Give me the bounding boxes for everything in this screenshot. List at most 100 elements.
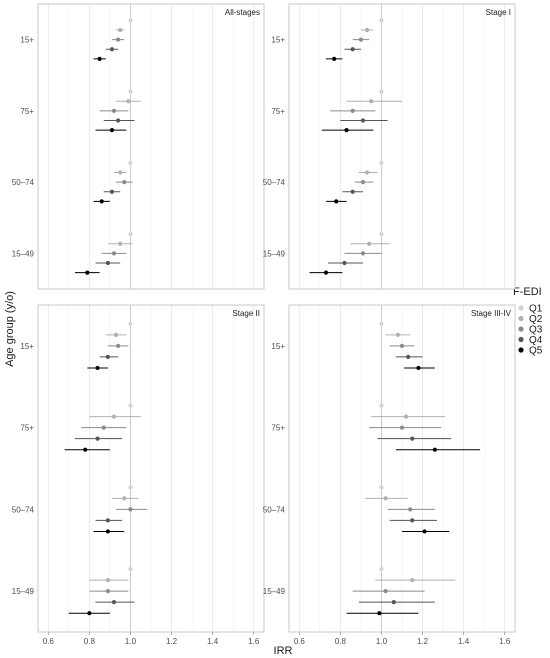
panel-stage-ii-group-75-q5-point (83, 447, 88, 452)
panel-stage-ii-group-15-49-q5-point (87, 611, 92, 616)
panel-stage-iii-iv-y-tick-label: 75+ (271, 424, 285, 433)
panel-stage-ii-group-15-49-q1-point (128, 566, 133, 572)
x-axis-title: IRR (274, 645, 293, 657)
panel-stage-iii-iv-y-tick-label: 15+ (271, 342, 285, 351)
panel-all-stages-group-75-q4-point (116, 118, 121, 123)
panel-all-stages-group-75-q3-point (111, 108, 117, 113)
panel-stage-iii-iv-group-15-q5-point (416, 365, 421, 371)
legend-label-q3: Q3 (529, 325, 543, 336)
panel-stage-iii-iv-group-50-74-q1-point (379, 485, 384, 490)
panel-stage-iii-iv-group-15-49-q4-point (391, 600, 396, 605)
panel-stage-ii-group-50-74-q4-point (105, 518, 110, 523)
panel-stage-i-border (288, 3, 516, 290)
panel-all-stages-group-15-49-q2-point (118, 241, 123, 246)
panel-all-stages-group-15-49-q4-point (105, 260, 110, 266)
panel-all-stages-y-tick-label: 15–49 (12, 249, 35, 258)
panel-all-stages-y-tick-label: 50–74 (12, 178, 35, 187)
panel-stage-iii-iv: 15+ 75+ 50–74 15–49 Stage III-IV 0.6 0.8 1.0 1.2… (263, 304, 516, 646)
panel-stage-ii-group-75-q4-point (95, 436, 100, 441)
panel-stage-ii-group-50-74-q1-point (128, 485, 133, 490)
panel-stage-ii-group-50-74-q5-point (105, 529, 110, 534)
panel-all-stages-group-15-49-q5-point (85, 270, 90, 275)
panel-stage-i-group-50-74-q2-point (364, 170, 370, 175)
panel-stage-ii: 15+ 75+ 50–74 15–49 Stage II 0.6 0.8 1.0 1.2 1.4 1… (12, 304, 265, 646)
panel-stage-ii-group-15-49-q4-point (111, 600, 117, 605)
panel-stage-iii-iv-group-50-74-q3-point (408, 507, 413, 512)
panel-all-stages-group-75-q1-point (128, 89, 133, 94)
panel-stage-iii-iv-group-15-q1-point (379, 321, 384, 326)
panel-stage-ii-group-75-q3-point (101, 425, 106, 430)
legend-label-q4: Q4 (529, 335, 543, 346)
panel-all-stages-group-15-q5-point (97, 56, 102, 61)
panel-stage-ii-x-tick-label: 1.4 (207, 637, 219, 646)
panel-stage-ii-group-15 (87, 321, 133, 371)
panel-stage-i-group-75-q3-point (350, 108, 355, 113)
panel-stage-ii-group-15-q2-point (113, 332, 119, 337)
panel-stage-ii-group-15-q4-point (105, 354, 110, 360)
panel-stage-i-y-tick-label: 15–49 (263, 249, 286, 258)
panel-stage-iii-iv-x-tick-label: 1.4 (458, 637, 470, 646)
panel-stage-i-group-15-49-q3-point (360, 251, 366, 256)
panel-stage-iii-iv-group-75-q2-point (404, 414, 409, 419)
panel-stage-ii-group-75 (64, 403, 141, 452)
legend-label-q2: Q2 (529, 314, 543, 325)
panel-all-stages-title: All-stages (225, 8, 260, 17)
panel-stage-ii-group-15-q5-point (95, 365, 100, 371)
panel-stage-i-y-tick-label: 50–74 (263, 178, 286, 187)
panel-all-stages-group-75-q2-point (126, 99, 131, 104)
panel-stage-ii-y-tick-label: 15–49 (12, 587, 35, 596)
panel-stage-iii-iv-group-15-49 (346, 566, 456, 616)
panel-stage-iii-iv-y-tick-label: 50–74 (263, 505, 286, 514)
panel-stage-iii-iv-x-tick-label: 0.8 (335, 637, 347, 646)
panel-stage-iii-iv-group-50-74-q4-point (410, 518, 415, 523)
panel-stage-i-group-50-74-q5-point (334, 199, 339, 204)
panel-stage-iii-iv-group-50-74 (365, 485, 450, 534)
panel-stage-ii-group-15-49-q2-point (105, 577, 110, 583)
panel-all-stages-group-50-74-q5-point (99, 199, 104, 204)
panel-all-stages-group-75-q5-point (109, 128, 115, 133)
panel-all-stages-group-15-q1-point (128, 18, 133, 23)
panel-stage-iii-iv-group-15-49-q1-point (379, 566, 384, 572)
y-axis-title: Age group (y/o) (4, 291, 16, 367)
legend-swatch-q4 (518, 336, 524, 343)
panel-all-stages-group-15-q3-point (116, 37, 121, 42)
panel-stage-ii-x-tick-label: 1.2 (166, 637, 178, 646)
panel-all-stages-group-15 (93, 18, 133, 61)
panel-stage-ii-title: Stage II (232, 309, 260, 318)
panel-stage-iii-iv-group-15-q3-point (399, 343, 405, 348)
panel-stage-i-title: Stage I (486, 8, 511, 17)
panel-stage-ii-x-tick-label: 1.6 (248, 637, 260, 646)
panel-all-stages-group-50-74-q4-point (109, 189, 115, 194)
panel-stage-iii-iv-group-15-49-q2-point (410, 577, 415, 583)
panel-stage-iii-iv-border (288, 304, 516, 633)
panel-stage-ii-x-tick-label: 0.8 (84, 637, 96, 646)
panel-stage-i-group-75-q5-point (344, 128, 349, 133)
legend-swatch-q3 (518, 326, 524, 332)
panel-stage-ii-group-75-q2-point (111, 414, 117, 419)
panel-stage-ii-group-50-74-q3-point (128, 507, 133, 512)
panel-stage-i-group-15-49-q1-point (379, 232, 384, 237)
panel-stage-ii-group-15-q1-point (128, 321, 133, 326)
panel-stage-ii-y-tick-label: 50–74 (12, 505, 35, 514)
panel-stage-iii-iv-x-tick-label: 1.6 (499, 637, 511, 646)
panel-stage-i-y-tick-label: 15+ (271, 36, 285, 45)
panel-stage-iii-iv-group-75-q3-point (399, 425, 405, 430)
panel-stage-iii-iv-title: Stage III-IV (471, 309, 512, 318)
panel-stage-iii-iv-x-tick-label: 0.6 (294, 637, 306, 646)
panel-all-stages-border (37, 3, 265, 290)
panel-all-stages: 15+ 75+ 50–74 15–49 All-stages (12, 3, 265, 290)
panel-stage-ii-group-15-q3-point (116, 343, 121, 348)
panel-stage-iii-iv-group-75-q5-point (432, 447, 437, 452)
panel-stage-i-group-50-74-q1-point (379, 160, 384, 165)
legend-swatch-q5 (518, 347, 524, 353)
panel-stage-i-group-15-q4-point (350, 47, 355, 52)
panel-stage-iii-iv-group-75-q1-point (379, 403, 384, 408)
panel-stage-iii-iv-x-tick-label: 1.2 (417, 637, 429, 646)
panel-stage-i-group-75-q1-point (379, 89, 384, 94)
panel-stage-i-group-15-49-q5-point (323, 270, 329, 275)
panel-stage-iii-iv-group-50-74-q5-point (422, 529, 427, 534)
panel-stage-i-group-75 (321, 89, 402, 133)
legend-swatch-q1 (518, 305, 524, 311)
panel-all-stages-group-15-49 (74, 232, 133, 275)
